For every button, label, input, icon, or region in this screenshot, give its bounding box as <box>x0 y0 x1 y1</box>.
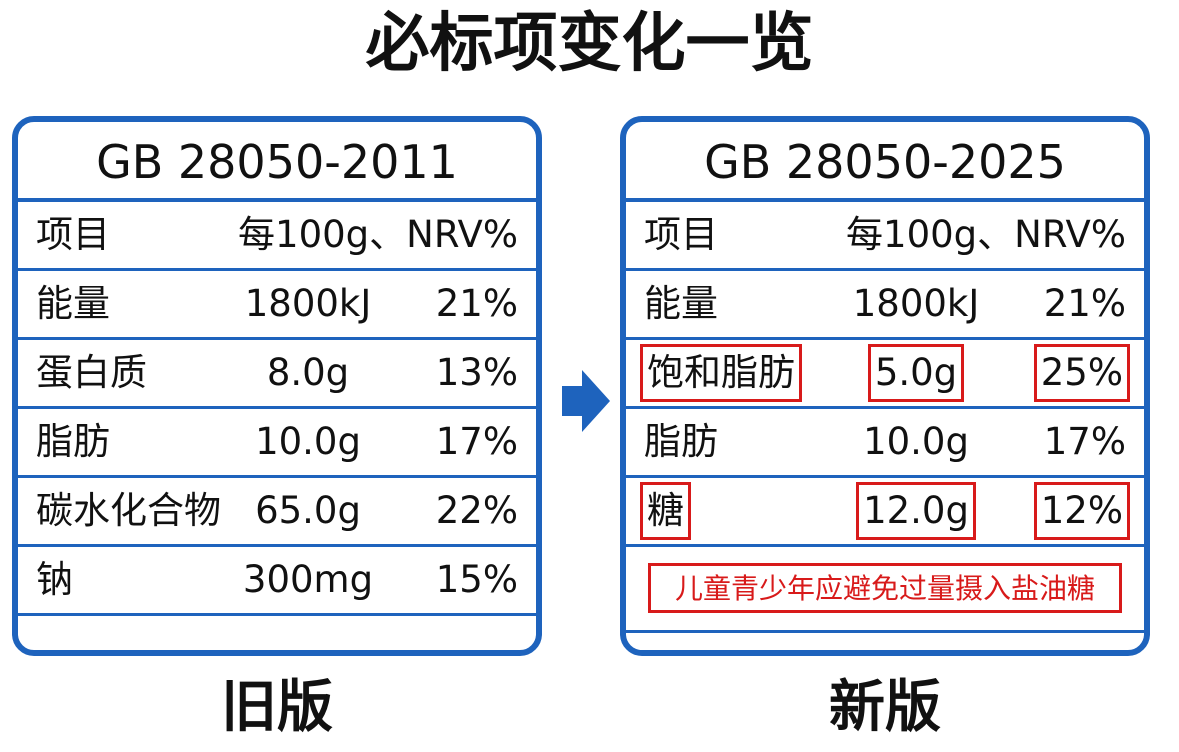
nutrient-nrv: 15% <box>435 558 518 601</box>
nutrient-amount-highlight: 12.0g <box>856 482 976 540</box>
table-row-highlighted: 饱和脂肪 5.0g 25% <box>626 340 1144 409</box>
page-title: 必标项变化一览 <box>365 7 814 81</box>
nutrient-name: 脂肪 <box>36 420 110 463</box>
nutrient-amount: 300mg <box>242 558 374 601</box>
table-row: 蛋白质 8.0g 13% <box>18 340 536 409</box>
warning-row: 儿童青少年应避免过量摄入盐油糖 <box>626 547 1144 633</box>
new-standard-title: GB 28050-2025 <box>626 122 1144 202</box>
table-row-highlighted: 糖 12.0g 12% <box>626 478 1144 547</box>
nutrient-amount: 1800kJ <box>852 282 980 325</box>
header-item-label: 项目 <box>644 213 718 256</box>
arrow-right-icon <box>562 370 610 432</box>
header-amount-label: 每100g、NRV% <box>238 213 518 256</box>
table-row: 脂肪 10.0g 17% <box>18 409 536 478</box>
nutrient-nrv: 21% <box>435 282 518 325</box>
nutrient-name-highlight: 饱和脂肪 <box>640 344 802 402</box>
nutrient-amount: 10.0g <box>255 420 361 463</box>
nutrient-name: 钠 <box>36 558 73 601</box>
nutrient-amount: 10.0g <box>863 420 969 463</box>
nutrient-amount: 65.0g <box>255 489 361 532</box>
nutrient-name: 碳水化合物 <box>36 489 221 532</box>
header-amount-label: 每100g、NRV% <box>846 213 1126 256</box>
nutrient-name: 脂肪 <box>644 420 718 463</box>
nutrient-amount: 8.0g <box>266 351 350 394</box>
header-item-label: 项目 <box>36 213 110 256</box>
table-row: 能量 1800kJ 21% <box>626 271 1144 340</box>
nutrient-nrv-highlight: 12% <box>1033 482 1130 540</box>
table-row: 能量 1800kJ 21% <box>18 271 536 340</box>
nutrient-amount-highlight: 5.0g <box>867 344 965 402</box>
nutrient-nrv: 17% <box>435 420 518 463</box>
nutrient-name: 能量 <box>644 282 718 325</box>
warning-text: 儿童青少年应避免过量摄入盐油糖 <box>648 563 1122 613</box>
new-label-panel: GB 28050-2025 项目 每100g、NRV% 能量 1800kJ 21… <box>620 116 1150 656</box>
nutrient-nrv: 17% <box>1043 420 1126 463</box>
table-row: 碳水化合物 65.0g 22% <box>18 478 536 547</box>
table-header-row: 项目 每100g、NRV% <box>18 202 536 271</box>
nutrient-nrv-highlight: 25% <box>1033 344 1130 402</box>
nutrient-nrv: 22% <box>435 489 518 532</box>
table-row: 钠 300mg 15% <box>18 547 536 616</box>
nutrient-nrv: 13% <box>435 351 518 394</box>
table-row: 脂肪 10.0g 17% <box>626 409 1144 478</box>
old-label-panel: GB 28050-2011 项目 每100g、NRV% 能量 1800kJ 21… <box>12 116 542 656</box>
old-caption: 旧版 <box>221 675 333 740</box>
nutrient-amount: 1800kJ <box>244 282 372 325</box>
nutrient-name-highlight: 糖 <box>640 482 691 540</box>
new-caption: 新版 <box>829 675 941 740</box>
table-header-row: 项目 每100g、NRV% <box>626 202 1144 271</box>
nutrient-nrv: 21% <box>1043 282 1126 325</box>
old-standard-title: GB 28050-2011 <box>18 122 536 202</box>
nutrient-name: 能量 <box>36 282 110 325</box>
nutrient-name: 蛋白质 <box>36 351 147 394</box>
